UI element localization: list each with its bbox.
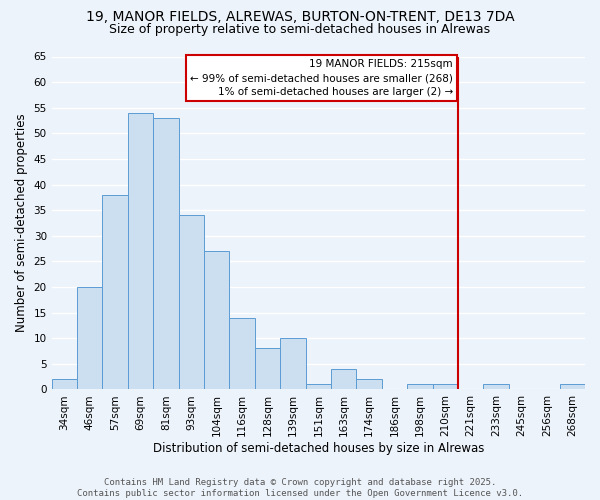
Text: 19 MANOR FIELDS: 215sqm
← 99% of semi-detached houses are smaller (268)
1% of se: 19 MANOR FIELDS: 215sqm ← 99% of semi-de… (190, 59, 453, 97)
Bar (128, 113, 153, 390)
Bar (433, 384, 458, 390)
Bar (179, 216, 204, 390)
Bar (77, 287, 103, 390)
Bar (229, 318, 255, 390)
Bar (204, 251, 229, 390)
Bar (356, 379, 382, 390)
Bar (52, 379, 77, 390)
Bar (407, 384, 433, 390)
X-axis label: Distribution of semi-detached houses by size in Alrewas: Distribution of semi-detached houses by … (152, 442, 484, 455)
Text: Contains HM Land Registry data © Crown copyright and database right 2025.
Contai: Contains HM Land Registry data © Crown c… (77, 478, 523, 498)
Bar (280, 338, 305, 390)
Bar (153, 118, 179, 390)
Text: 19, MANOR FIELDS, ALREWAS, BURTON-ON-TRENT, DE13 7DA: 19, MANOR FIELDS, ALREWAS, BURTON-ON-TRE… (86, 10, 514, 24)
Bar (305, 384, 331, 390)
Bar (484, 384, 509, 390)
Y-axis label: Number of semi-detached properties: Number of semi-detached properties (15, 114, 28, 332)
Bar (560, 384, 585, 390)
Text: Size of property relative to semi-detached houses in Alrewas: Size of property relative to semi-detach… (109, 22, 491, 36)
Bar (103, 195, 128, 390)
Bar (255, 348, 280, 390)
Bar (331, 369, 356, 390)
